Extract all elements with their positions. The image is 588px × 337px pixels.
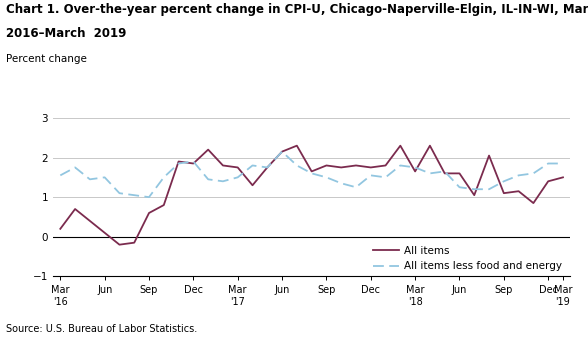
All items: [86, 219, 93, 223]
All items less food and energy: [219, 179, 226, 183]
All items: [293, 144, 300, 148]
All items less food and energy: [382, 175, 389, 179]
All items: [57, 227, 64, 231]
All items: [500, 191, 507, 195]
All items less food and energy: [161, 175, 168, 179]
All items less food and energy: [515, 173, 522, 177]
All items less food and energy: [456, 185, 463, 189]
All items less food and energy: [57, 173, 64, 177]
All items less food and energy: [471, 187, 478, 191]
All items less food and energy: [559, 161, 566, 165]
All items less food and energy: [368, 173, 375, 177]
All items: [515, 189, 522, 193]
All items less food and energy: [145, 195, 152, 199]
All items less food and energy: [441, 170, 448, 174]
All items: [190, 161, 197, 165]
All items: [308, 170, 315, 174]
All items: [175, 159, 182, 163]
All items: [426, 144, 433, 148]
All items: [219, 163, 226, 167]
All items: [530, 201, 537, 205]
All items: [205, 148, 212, 152]
All items: [264, 165, 271, 170]
All items: [323, 163, 330, 167]
All items less food and energy: [308, 171, 315, 175]
All items less food and energy: [116, 191, 123, 195]
All items less food and energy: [486, 187, 493, 191]
All items: [234, 165, 241, 170]
All items less food and energy: [530, 171, 537, 175]
All items: [72, 207, 79, 211]
All items less food and energy: [544, 161, 552, 165]
All items less food and energy: [323, 175, 330, 179]
All items less food and energy: [205, 177, 212, 181]
All items less food and energy: [72, 165, 79, 170]
All items less food and energy: [279, 150, 286, 154]
Text: Source: U.S. Bureau of Labor Statistics.: Source: U.S. Bureau of Labor Statistics.: [6, 324, 197, 334]
All items less food and energy: [234, 175, 241, 179]
All items: [352, 163, 359, 167]
All items less food and energy: [175, 161, 182, 165]
All items: [559, 175, 566, 179]
Legend: All items, All items less food and energy: All items, All items less food and energ…: [370, 243, 565, 274]
All items less food and energy: [190, 159, 197, 163]
All items: [116, 243, 123, 247]
All items: [412, 170, 419, 174]
All items: [544, 179, 552, 183]
Text: Chart 1. Over-the-year percent change in CPI-U, Chicago-Naperville-Elgin, IL-IN-: Chart 1. Over-the-year percent change in…: [6, 3, 588, 17]
Text: 2016–March  2019: 2016–March 2019: [6, 27, 126, 40]
All items: [441, 171, 448, 175]
All items: [101, 231, 108, 235]
All items: [471, 193, 478, 197]
All items: [131, 241, 138, 245]
Text: Percent change: Percent change: [6, 54, 87, 64]
All items less food and energy: [426, 171, 433, 175]
All items less food and energy: [264, 165, 271, 170]
All items less food and energy: [412, 165, 419, 170]
All items less food and energy: [249, 163, 256, 167]
All items: [456, 171, 463, 175]
Line: All items: All items: [61, 146, 563, 245]
All items: [338, 165, 345, 170]
All items: [368, 165, 375, 170]
All items: [279, 150, 286, 154]
All items less food and energy: [101, 175, 108, 179]
All items less food and energy: [293, 163, 300, 167]
All items: [145, 211, 152, 215]
All items: [397, 144, 404, 148]
All items: [486, 154, 493, 158]
All items less food and energy: [131, 193, 138, 197]
All items less food and energy: [86, 177, 93, 181]
All items: [161, 203, 168, 207]
All items less food and energy: [338, 181, 345, 185]
All items less food and energy: [500, 179, 507, 183]
Line: All items less food and energy: All items less food and energy: [61, 152, 563, 197]
All items less food and energy: [352, 185, 359, 189]
All items less food and energy: [397, 163, 404, 167]
All items: [249, 183, 256, 187]
All items: [382, 163, 389, 167]
